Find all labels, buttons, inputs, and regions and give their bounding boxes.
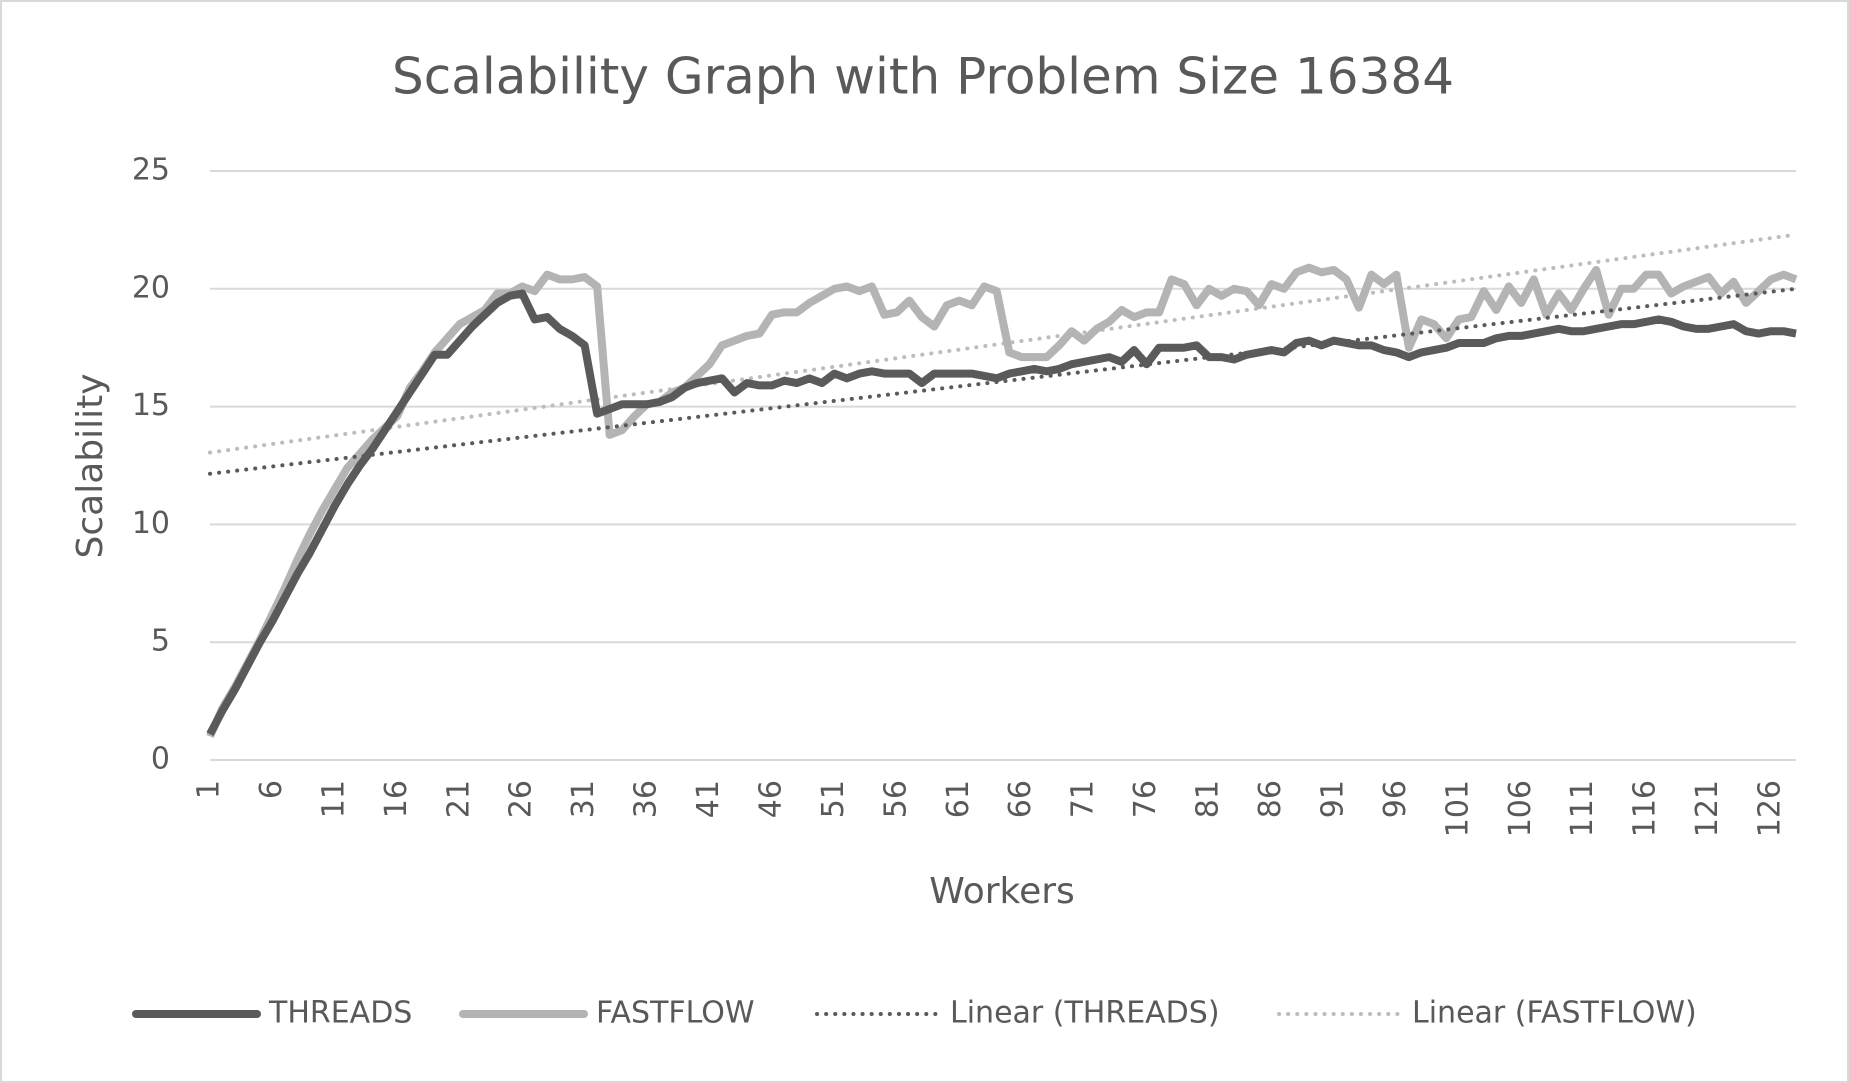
x-tick-label: 86 (1253, 780, 1288, 818)
series-line (206, 263, 1798, 739)
legend-label: Linear (THREADS) (950, 996, 1220, 1031)
x-tick-label: 61 (941, 780, 976, 818)
x-tick-label: 56 (878, 780, 913, 818)
x-tick-label: 101 (1440, 780, 1475, 837)
x-tick-label: 81 (1191, 780, 1226, 818)
x-tick-label: 111 (1565, 780, 1600, 837)
x-tick-label: 66 (1003, 780, 1038, 818)
x-tick-label: 91 (1315, 780, 1350, 818)
x-tick-label: 31 (566, 780, 601, 818)
x-tick-label: 21 (441, 780, 476, 818)
y-tick-label: 20 (132, 270, 170, 305)
series-line (206, 289, 1797, 736)
x-tick-label: 116 (1628, 780, 1663, 837)
x-tick-label: 96 (1378, 780, 1413, 818)
x-tick-label: 121 (1690, 780, 1725, 837)
x-tick-label: 71 (1066, 780, 1101, 818)
legend-label: THREADS (268, 996, 412, 1031)
x-tick-label: 36 (629, 780, 664, 818)
x-tick-label: 6 (254, 780, 289, 799)
x-tick-label: 126 (1753, 780, 1788, 837)
trendline (208, 232, 1798, 455)
x-tick-label: 46 (753, 780, 788, 818)
y-tick-label: 25 (132, 153, 170, 188)
x-axis-title: Workers (929, 871, 1075, 912)
x-tick-label: 76 (1128, 780, 1163, 818)
y-tick-label: 5 (151, 624, 170, 659)
x-tick-label: 106 (1503, 780, 1538, 837)
x-tick-label: 26 (504, 780, 539, 818)
y-tick-label: 0 (151, 742, 170, 777)
y-tick-label: 10 (132, 506, 170, 541)
trendline (208, 286, 1798, 476)
legend-label: Linear (FASTFLOW) (1412, 996, 1697, 1031)
legend-label: FASTFLOW (596, 996, 755, 1031)
chart-title: Scalability Graph with Problem Size 1638… (392, 48, 1454, 106)
x-tick-label: 1 (192, 780, 227, 799)
y-axis-title: Scalability (70, 373, 111, 558)
y-tick-label: 15 (132, 388, 170, 423)
x-tick-label: 16 (379, 780, 414, 818)
x-tick-label: 51 (816, 780, 851, 818)
x-tick-label: 11 (316, 780, 351, 818)
x-tick-label: 41 (691, 780, 726, 818)
